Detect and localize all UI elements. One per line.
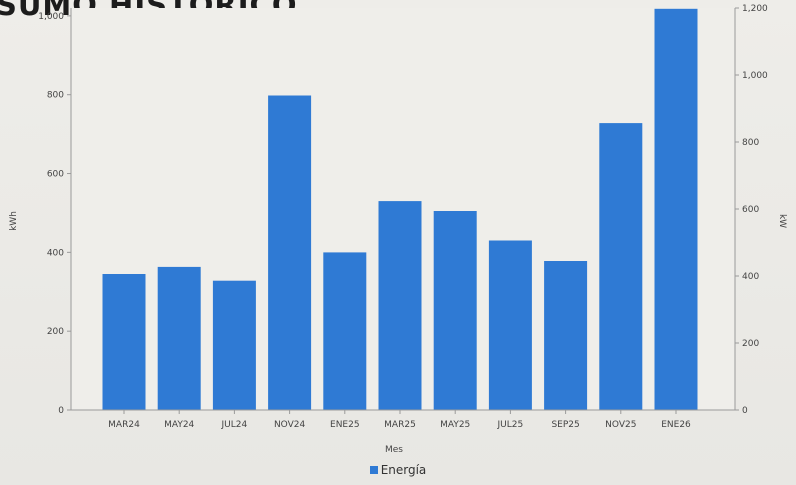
x-tick-label: ENE26 [661,420,691,430]
y-tick-label-right: 1,200 [742,4,768,14]
bar-ene26 [654,8,698,411]
x-tick-label: SEP25 [551,420,579,430]
y-tick-label-right: 600 [742,205,759,215]
legend-label: Energía [380,463,427,477]
x-tick-label: MAR25 [384,420,416,430]
x-tick-label: NOV25 [605,420,636,430]
bar-nov24 [268,95,312,410]
y-tick-label-left: 800 [47,91,64,101]
bar-may24 [157,266,201,410]
y-tick-label-right: 800 [742,138,759,148]
x-axis-title: Mes [385,445,403,455]
bar-mar24 [102,274,146,410]
x-tick-label: MAY24 [164,420,194,430]
x-tick-label: JUL24 [221,420,248,430]
y-tick-label-left: 1,000 [38,12,64,22]
bar-nov25 [599,123,643,410]
chart-legend: Energía [0,463,796,477]
bar-jul25 [488,240,532,410]
legend-swatch [369,466,378,474]
x-tick-label: ENE25 [330,420,360,430]
x-tick-label: MAR24 [108,420,140,430]
bar-sep25 [544,261,588,410]
bar-jul24 [212,280,256,410]
y-tick-label-right: 1,000 [742,71,768,81]
y-axis-title-left: kWh [9,211,19,231]
y-tick-label-left: 200 [47,327,64,337]
bar-may25 [433,211,477,410]
bar-ene25 [323,252,367,410]
y-tick-label-left: 400 [47,248,64,258]
x-tick-label: NOV24 [274,420,306,430]
bar-mar25 [378,201,422,410]
x-tick-label: MAY25 [440,420,470,430]
y-tick-label-left: 0 [58,406,64,416]
x-tick-label: JUL25 [497,420,524,430]
y-axis-title-right: kW [777,214,787,228]
y-tick-label-right: 200 [742,339,759,349]
y-tick-label-left: 600 [47,170,64,180]
y-tick-label-right: 0 [742,406,748,416]
y-tick-label-right: 400 [742,272,759,282]
